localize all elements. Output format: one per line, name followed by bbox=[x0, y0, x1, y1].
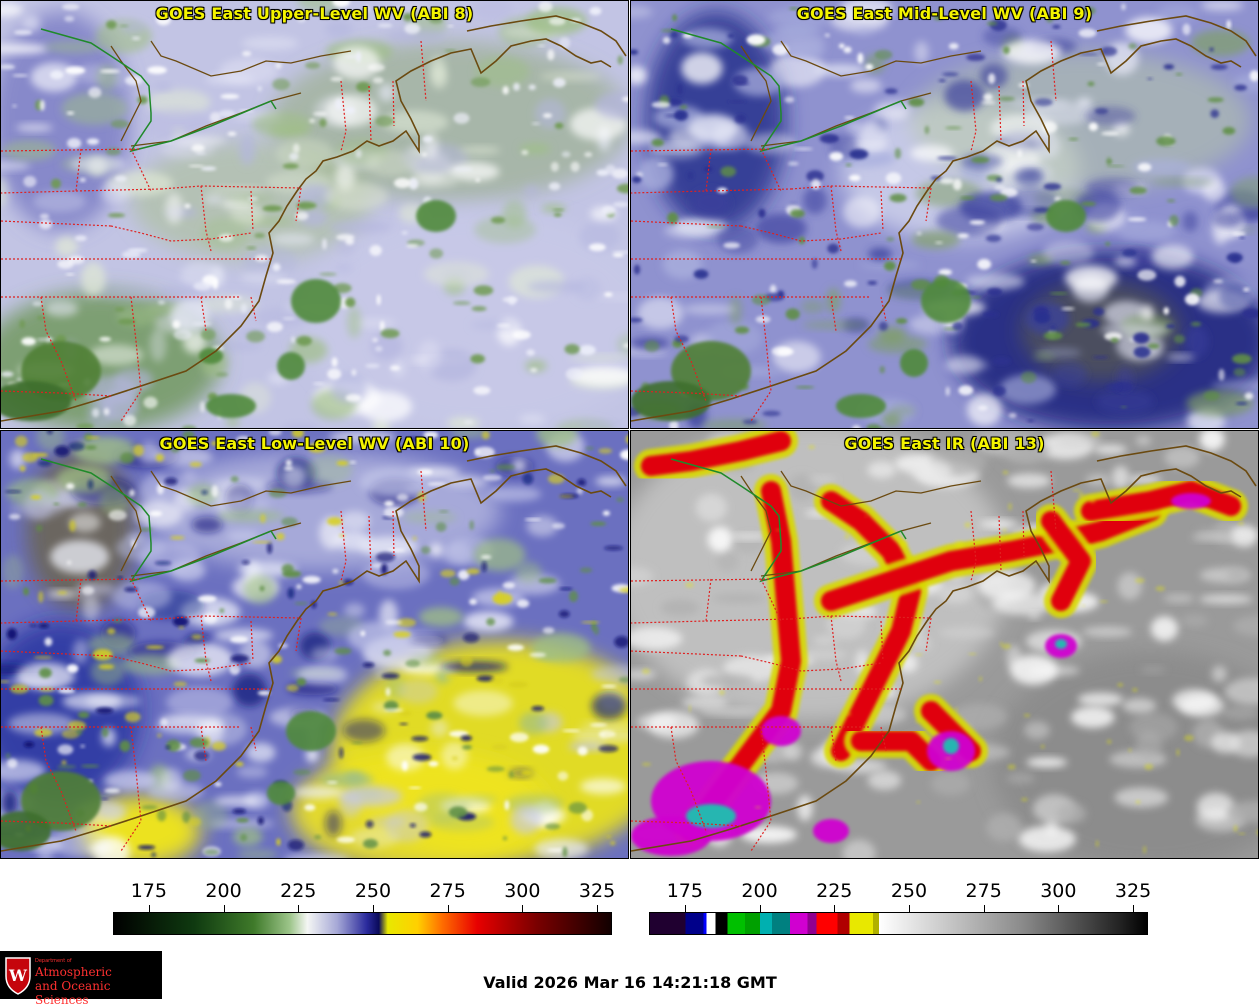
tick-label: 200 bbox=[205, 880, 242, 902]
map-overlay bbox=[631, 445, 1257, 852]
uw-shield-icon: W bbox=[5, 957, 31, 995]
tick-mark bbox=[372, 905, 374, 912]
panel-title: GOES East Upper-Level WV (ABI 8) bbox=[155, 4, 474, 23]
tick-mark bbox=[223, 905, 225, 912]
tick-label: 225 bbox=[816, 880, 853, 902]
tick-mark bbox=[684, 905, 686, 912]
tick-mark bbox=[522, 905, 524, 912]
tick-mark bbox=[908, 905, 910, 912]
panel-upper-level-wv: GOES East Upper-Level WV (ABI 8) bbox=[0, 0, 629, 429]
tick-label: 250 bbox=[354, 880, 392, 902]
ir-colorbar-ticks: 175 200 225 250 275 300 325 bbox=[649, 880, 1152, 912]
tick-label: 225 bbox=[280, 880, 317, 902]
tick-label: 275 bbox=[429, 880, 466, 902]
logo-line1: Atmospheric bbox=[35, 965, 112, 979]
satellite-image bbox=[1, 431, 628, 858]
tick-mark bbox=[447, 905, 449, 912]
map-overlay bbox=[1, 15, 627, 422]
tick-mark bbox=[597, 905, 599, 912]
ir-colorbar bbox=[649, 912, 1148, 935]
valid-time: Valid 2026 Mar 16 14:21:18 GMT bbox=[483, 973, 777, 992]
panel-mid-level-wv: GOES East Mid-Level WV (ABI 9) bbox=[630, 0, 1259, 429]
tick-label: 300 bbox=[1040, 880, 1077, 902]
tick-mark bbox=[1133, 905, 1135, 912]
tick-label: 175 bbox=[130, 880, 167, 902]
map-overlay bbox=[631, 15, 1257, 422]
tick-mark bbox=[759, 905, 761, 912]
map-overlay bbox=[1, 445, 627, 852]
logo-department: Department of bbox=[35, 958, 72, 964]
panel-title: GOES East Low-Level WV (ABI 10) bbox=[159, 434, 470, 453]
tick-label: 250 bbox=[890, 880, 928, 902]
tick-mark bbox=[983, 905, 985, 912]
panel-title: GOES East IR (ABI 13) bbox=[844, 434, 1045, 453]
panel-title: GOES East Mid-Level WV (ABI 9) bbox=[796, 4, 1093, 23]
tick-mark bbox=[1058, 905, 1060, 912]
tick-label: 325 bbox=[578, 880, 616, 902]
wv-colorbar bbox=[113, 912, 612, 935]
tick-label: 200 bbox=[741, 880, 778, 902]
tick-label: 300 bbox=[504, 880, 541, 902]
satellite-image bbox=[1, 1, 628, 428]
tick-mark bbox=[148, 905, 150, 912]
wv-colorbar-ticks: 175 200 225 250 275 300 325 bbox=[113, 880, 616, 912]
tick-mark bbox=[834, 905, 836, 912]
panel-low-level-wv: GOES East Low-Level WV (ABI 10) bbox=[0, 430, 629, 859]
panel-ir: GOES East IR (ABI 13) bbox=[630, 430, 1259, 859]
satellite-image bbox=[631, 431, 1258, 858]
satellite-image bbox=[631, 1, 1258, 428]
tick-label: 275 bbox=[965, 880, 1002, 902]
tick-label: 325 bbox=[1114, 880, 1152, 902]
svg-text:W: W bbox=[8, 966, 28, 985]
tick-label: 175 bbox=[666, 880, 703, 902]
tick-mark bbox=[298, 905, 300, 912]
